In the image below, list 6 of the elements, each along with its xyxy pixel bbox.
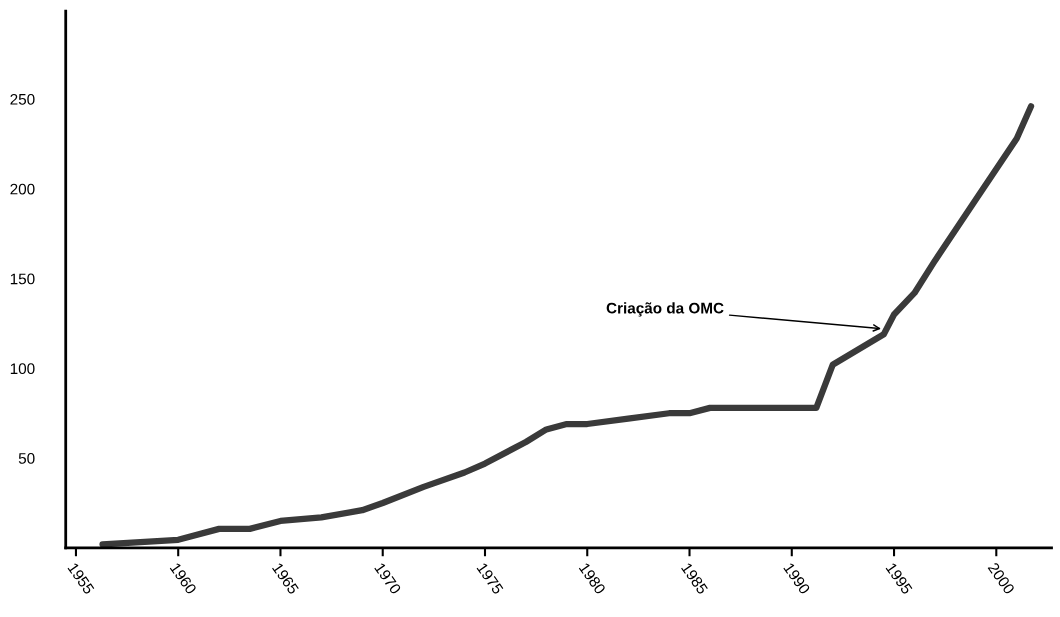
y-tick-label: 100 <box>10 363 35 375</box>
y-tick-label: 150 <box>10 273 35 285</box>
y-tick-label: 250 <box>10 93 35 105</box>
y-tick-label: 200 <box>10 183 35 195</box>
annotation: Criação da OMC <box>606 302 724 317</box>
y-tick-label: 50 <box>18 453 35 464</box>
